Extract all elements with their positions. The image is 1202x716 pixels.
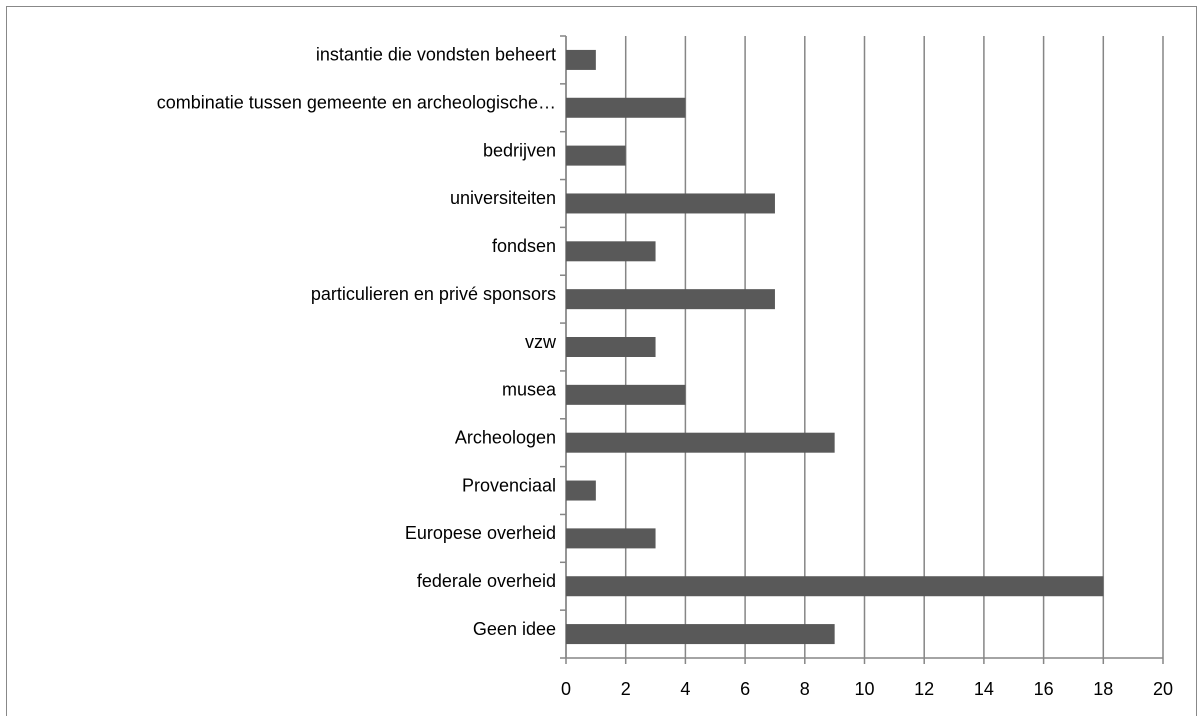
bar	[566, 337, 656, 357]
y-tick-label: Europese overheid	[405, 523, 556, 543]
y-tick-label: combinatie tussen gemeente en archeologi…	[157, 93, 556, 113]
y-tick-label: bedrijven	[483, 140, 556, 160]
x-tick-label: 0	[561, 679, 571, 699]
x-tick-label: 18	[1093, 679, 1113, 699]
y-tick-label: Geen idee	[473, 619, 556, 639]
bar	[566, 480, 596, 501]
y-tick-label: Archeologen	[455, 427, 556, 447]
x-tick-label: 12	[914, 679, 934, 699]
bar	[566, 97, 686, 118]
bar	[566, 145, 626, 166]
x-tick-label: 16	[1034, 679, 1054, 699]
bar	[566, 576, 1104, 597]
y-tick-label: musea	[502, 380, 557, 400]
y-tick-label: Provenciaal	[462, 475, 556, 495]
x-tick-label: 10	[854, 679, 874, 699]
y-tick-label: universiteiten	[450, 188, 556, 208]
bar	[566, 193, 775, 214]
x-tick-label: 8	[800, 679, 810, 699]
bar	[566, 241, 656, 262]
y-tick-label: federale overheid	[417, 571, 556, 591]
bar	[566, 528, 656, 549]
x-tick-label: 4	[680, 679, 690, 699]
y-tick-label: instantie die vondsten beheert	[316, 45, 556, 65]
y-tick-label: particulieren en privé sponsors	[311, 284, 556, 304]
chart-frame	[6, 6, 1197, 716]
bar	[566, 289, 775, 310]
y-tick-label: fondsen	[492, 236, 556, 256]
bar	[566, 384, 686, 405]
bar	[566, 432, 835, 453]
x-tick-label: 14	[974, 679, 994, 699]
x-tick-label: 6	[740, 679, 750, 699]
bar	[566, 624, 835, 645]
bar	[566, 49, 596, 70]
y-tick-label: vzw	[525, 332, 557, 352]
x-tick-label: 2	[621, 679, 631, 699]
x-tick-label: 20	[1153, 679, 1173, 699]
